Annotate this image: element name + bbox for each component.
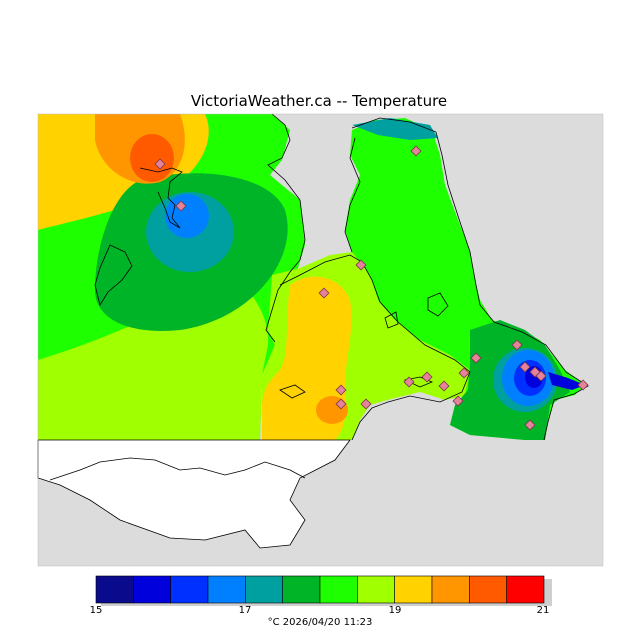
contour-east-tip: [548, 372, 585, 390]
legend-caption-timestamp: °C 2026/04/20 11:23: [268, 617, 373, 628]
station-marker[interactable]: [410, 145, 422, 157]
legend-swatch: [95, 575, 134, 604]
legend-swatch: [282, 575, 321, 604]
station-marker[interactable]: [535, 370, 547, 382]
coastlines: [49, 113, 589, 481]
station-marker[interactable]: [452, 395, 464, 407]
coastline-small-island-1: [279, 384, 306, 399]
station-marker[interactable]: [458, 367, 470, 379]
coastline-harbour: [403, 376, 434, 388]
legend-swatch: [357, 575, 395, 604]
legend-swatch: [431, 575, 470, 604]
legend-swatch: [394, 575, 433, 604]
station-marker[interactable]: [470, 352, 482, 364]
coastline-east: [351, 117, 589, 441]
station-marker[interactable]: [335, 384, 347, 396]
station-marker[interactable]: [519, 361, 531, 373]
station-marker[interactable]: [335, 398, 347, 410]
map-frame: [37, 113, 604, 567]
contour-east-teal-top: [352, 118, 438, 140]
legend-swatch: [207, 575, 246, 604]
station-marker[interactable]: [524, 419, 536, 431]
station-marker[interactable]: [421, 371, 433, 383]
contour-16c-zone: [165, 194, 209, 238]
coastline-small-island-2: [427, 292, 449, 317]
legend-swatch: [170, 575, 209, 604]
map-title: VictoriaWeather.ca -- Temperature: [191, 92, 447, 110]
station-marker[interactable]: [438, 380, 450, 392]
color-legend: [95, 575, 552, 606]
contour-central-orange: [316, 396, 348, 424]
coastline-bay: [344, 137, 361, 253]
legend-tick-19: 19: [389, 605, 402, 616]
legend-tick-15: 15: [90, 605, 103, 616]
legend-swatch: [469, 575, 507, 604]
legend-swatch: [319, 575, 358, 604]
station-marker[interactable]: [360, 398, 372, 410]
coastline-west: [265, 113, 306, 343]
coastline-mainland-north: [49, 457, 306, 481]
station-marker[interactable]: [577, 379, 589, 391]
legend-swatch: [245, 575, 283, 604]
land-mask-south: [37, 439, 351, 549]
legend-tick-17: 17: [239, 605, 252, 616]
station-marker[interactable]: [154, 158, 166, 170]
contour-22c-zone: [130, 134, 174, 182]
coastline-small-island-3: [384, 311, 399, 329]
station-marker[interactable]: [403, 376, 415, 388]
coastline-inlet: [139, 167, 183, 229]
station-marker[interactable]: [511, 339, 523, 351]
weather-stations: [154, 145, 589, 431]
legend-swatch: [506, 575, 545, 604]
station-marker[interactable]: [318, 287, 330, 299]
legend-swatch: [133, 575, 171, 604]
coastline-island-west: [94, 244, 133, 307]
station-marker[interactable]: [175, 200, 187, 212]
coastline-central: [279, 254, 471, 441]
legend-tick-21: 21: [537, 605, 550, 616]
station-marker[interactable]: [355, 259, 367, 271]
